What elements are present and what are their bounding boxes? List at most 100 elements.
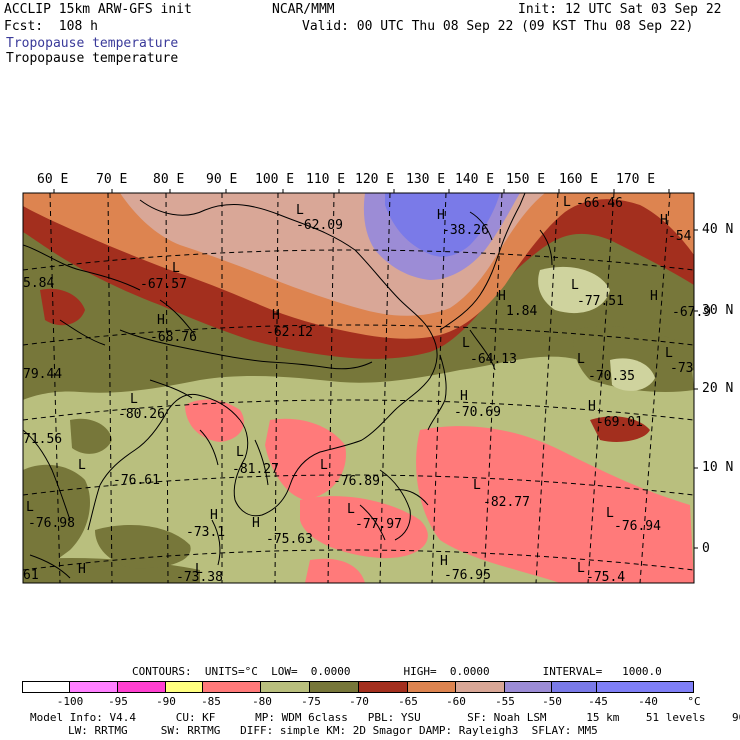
colorbar-box [117, 681, 166, 693]
marker-high: H [272, 308, 280, 323]
marker-low: L [195, 562, 203, 577]
marker-low: L [236, 445, 244, 460]
colorbar-box [260, 681, 310, 693]
lon-label-90e: 90 E [206, 172, 238, 187]
extremum-value: 61 [23, 568, 39, 583]
marker-low: L [320, 458, 328, 473]
colorbar-box [69, 681, 118, 693]
colorbar-box [407, 681, 456, 693]
lat-label-20n: 20 N [702, 381, 734, 396]
contour-info: CONTOURS: UNITS=°C LOW= 0.0000 HIGH= 0.0… [132, 665, 662, 678]
extremum-value: -70.35 [588, 369, 635, 384]
colorbar-units: °C [687, 695, 701, 708]
marker-high: H [210, 508, 218, 523]
marker-high: H [460, 389, 468, 404]
shade-patches-olive [23, 288, 694, 583]
colorbar-label: -60 [446, 695, 466, 708]
lon-label-160e: 160 E [559, 172, 599, 187]
colorbar-label: -40 [638, 695, 658, 708]
extremum-value: -75.4 [586, 570, 626, 585]
lon-label-170e: 170 E [616, 172, 656, 187]
marker-low: L [577, 561, 585, 576]
extremum-value: -69.01 [596, 415, 643, 430]
coastlines [23, 193, 553, 579]
colorbar-box [309, 681, 359, 693]
extremum-value: -64.13 [470, 352, 517, 367]
colorbar-label: -95 [108, 695, 128, 708]
colorbar-label: -90 [156, 695, 176, 708]
marker-low: L [347, 502, 355, 517]
extremum-value: -73.1 [186, 525, 226, 540]
map-frame [22, 192, 695, 584]
colorbar-box [165, 681, 203, 693]
extremum-value: -82.77 [483, 495, 530, 510]
colorbar-label: -45 [588, 695, 608, 708]
graticule [23, 193, 694, 583]
marker-high: H [650, 289, 658, 304]
extremum-value: -73 [670, 361, 694, 376]
shaded-field [23, 193, 694, 583]
colorbar-box [504, 681, 552, 693]
extremum-value: -62.12 [266, 325, 313, 340]
extremum-value: 5.84 [23, 276, 55, 291]
marker-high: H [588, 399, 596, 414]
marker-low: L [130, 392, 138, 407]
marker-low: L [571, 278, 579, 293]
lon-ticks [53, 189, 670, 193]
colorbar-box [22, 681, 70, 693]
lon-label-130e: 130 E [406, 172, 446, 187]
extremum-value: -68.76 [150, 330, 197, 345]
marker-low: L [473, 478, 481, 493]
colorbar-label: -70 [349, 695, 369, 708]
marker-low: L [78, 458, 86, 473]
lon-label-60e: 60 E [37, 172, 69, 187]
colorbar-box [202, 681, 261, 693]
marker-low: L [296, 203, 304, 218]
marker-high: H [498, 289, 506, 304]
extremum-value: 1.84 [506, 304, 538, 319]
lon-label-70e: 70 E [96, 172, 128, 187]
marker-low: L [462, 336, 470, 351]
contour-field-label: Tropopause temperature [6, 51, 179, 66]
colorbar-box [596, 681, 694, 693]
marker-low: L [26, 500, 34, 515]
extremum-value: -62.09 [296, 218, 343, 233]
extremum-value: -54 [668, 229, 692, 244]
marker-high: H [157, 313, 165, 328]
colorbar-label: -100 [56, 695, 84, 708]
marker-low: L [577, 352, 585, 367]
extremum-value: -76.95 [444, 568, 491, 583]
lat-ticks [694, 229, 698, 549]
lon-label-140e: 140 E [455, 172, 495, 187]
marker-low: L [606, 506, 614, 521]
extremum-value: -80.26 [118, 407, 165, 422]
marker-low: L [665, 346, 673, 361]
extremum-value: 79.44 [23, 367, 63, 382]
colorbar-label: -65 [398, 695, 418, 708]
extremum-value: -73.38 [176, 570, 223, 585]
shade-band-blue [385, 193, 500, 257]
extremum-value: -75.63 [266, 532, 313, 547]
lon-label-100e: 100 E [255, 172, 295, 187]
lat-label-30n: 30 N [702, 303, 734, 318]
colorbar-label: -80 [252, 695, 272, 708]
extremum-value: -81.27 [232, 462, 279, 477]
marker-high: H [660, 213, 668, 228]
init-time: Init: 12 UTC Sat 03 Sep 22 [518, 2, 722, 17]
extremum-value: -77.97 [355, 517, 402, 532]
extremum-value: -76.61 [113, 473, 160, 488]
marker-low: L [172, 261, 180, 276]
lat-label-10n: 10 N [702, 460, 734, 475]
lon-label-80e: 80 E [153, 172, 185, 187]
extremum-value: -76.89 [333, 474, 380, 489]
center-label: NCAR/MMM [272, 2, 335, 17]
lat-label-40n: 40 N [702, 222, 734, 237]
colorbar-label: -55 [495, 695, 515, 708]
lon-label-150e: 150 E [506, 172, 546, 187]
model-info-line-1: Model Info: V4.4 CU: KF MP: WDM 6class P… [30, 711, 740, 724]
colorbar-box [358, 681, 408, 693]
shade-patches-light [538, 266, 655, 391]
extremum-value: 71.56 [23, 432, 63, 447]
extremum-value: -76.94 [614, 519, 661, 534]
